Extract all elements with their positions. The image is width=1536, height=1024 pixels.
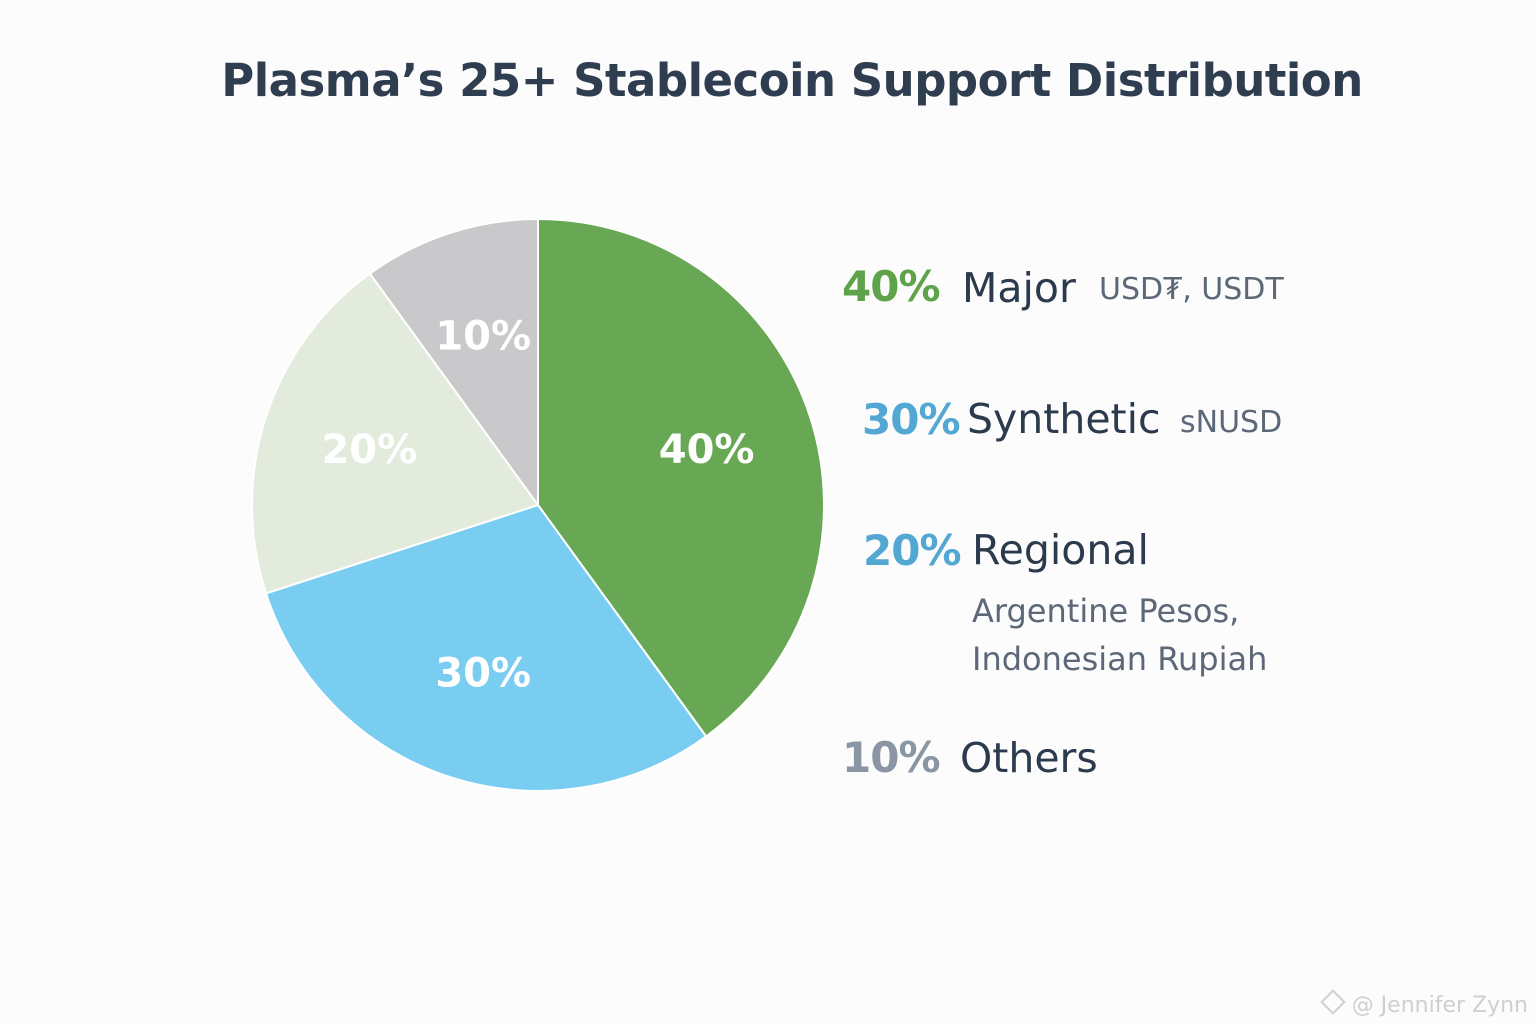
slice-label-major: 40%: [659, 427, 755, 473]
legend-detail-regional-line-2: Indonesian Rupiah: [972, 640, 1268, 678]
slice-label-regional: 20%: [321, 427, 417, 473]
legend-detail-synthetic: sNUSD: [1180, 405, 1283, 440]
legend-detail-regional-line-1: Argentine Pesos,: [972, 592, 1240, 630]
legend-name-regional: Regional: [972, 526, 1149, 574]
watermark-text: @ Jennifer Zynn: [1351, 993, 1528, 1018]
legend-pct-major: 40%: [842, 262, 941, 311]
legend-pct-synthetic: 30%: [862, 395, 961, 444]
pie-slice-major: [537, 217, 825, 738]
legend-pct-others: 10%: [842, 733, 941, 782]
slice-label-others: 10%: [435, 313, 531, 359]
slice-label-synthetic: 30%: [435, 651, 531, 697]
legend-detail-regional: Argentine Pesos, Indonesian Rupiah: [972, 587, 1267, 683]
legend-name-major: Major: [962, 264, 1076, 312]
diamond-logo-icon: [1319, 989, 1346, 1015]
legend-detail-major: USD₮, USDT: [1099, 272, 1284, 307]
chart-title: Plasma’s 25+ Stablecoin Support Distribu…: [221, 54, 1363, 107]
pie-slice-synthetic: [264, 503, 708, 792]
legend-name-others: Others: [960, 734, 1098, 782]
watermark: @ Jennifer Zynn: [1319, 989, 1528, 1018]
legend-name-synthetic: Synthetic: [967, 395, 1161, 443]
pie-slice-regional: [251, 272, 540, 595]
pie-slice-others: [368, 217, 539, 509]
legend-pct-regional: 20%: [863, 526, 962, 575]
